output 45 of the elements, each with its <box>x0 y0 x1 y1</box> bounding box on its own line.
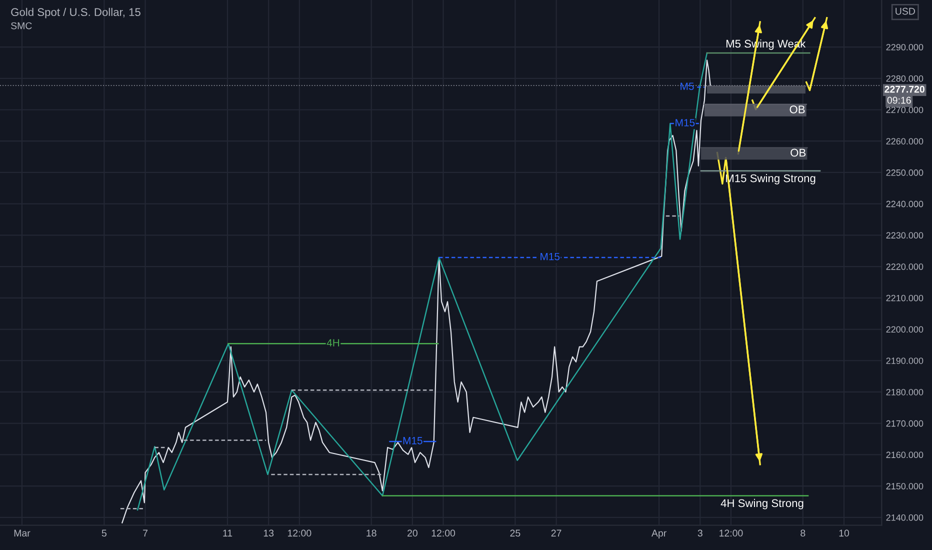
y-tick-label: 2290.000 <box>886 44 924 50</box>
y-tick-label: 2220.000 <box>886 264 924 270</box>
x-tick-label: 12:00 <box>288 530 312 537</box>
series-label: M5 <box>680 82 694 90</box>
y-tick-label: 2140.000 <box>886 514 924 521</box>
series-label: 4H <box>326 339 340 346</box>
text: 09:16 <box>887 96 911 104</box>
x-tick-label: 20 <box>408 530 418 537</box>
y-tick-label: 2210.000 <box>886 294 924 302</box>
series-label: M15 <box>676 119 695 126</box>
x-tick-label: 25 <box>510 530 520 537</box>
y-tick-label: 2160.000 <box>886 452 924 458</box>
y-tick-label: 2170.000 <box>886 420 924 427</box>
y-tick-label: 2260.000 <box>886 138 924 144</box>
series-label: M15 <box>403 437 422 444</box>
y-tick-label: 2270.000 <box>886 106 924 114</box>
y-tick-label: 2250.000 <box>886 169 924 176</box>
x-tick-label: 11 <box>223 530 232 536</box>
x-tick-label: 18 <box>366 530 376 537</box>
y-tick-label: 2200.000 <box>886 326 924 333</box>
x-tick-label: 12:00 <box>432 530 456 537</box>
x-tick-label: Apr <box>651 530 666 538</box>
y-tick-label: 2150.000 <box>886 483 924 490</box>
x-tick-label: 13 <box>264 530 274 537</box>
x-tick-label: 7 <box>143 530 148 536</box>
x-tick-label: 8 <box>800 530 806 537</box>
series-label: OB <box>790 105 805 114</box>
text: USD <box>896 8 915 15</box>
y-tick-label: 2190.000 <box>886 358 924 364</box>
y-tick-label: 2240.000 <box>886 200 924 208</box>
ref-line-label: 2277.720 <box>884 86 924 93</box>
y-tick-label: 2280.000 <box>886 75 924 82</box>
annotation: SMC <box>11 22 32 30</box>
x-tick-label: Mar <box>14 530 30 537</box>
y-tick-label: 2230.000 <box>886 232 924 239</box>
text: Gold Spot / U.S. Dollar, 15 <box>11 8 140 18</box>
x-tick-label: 12:00 <box>720 530 743 537</box>
x-tick-label: 5 <box>102 530 106 537</box>
series-label: OB <box>790 148 806 157</box>
x-tick-label: 27 <box>551 530 562 536</box>
series-label: 4H Swing Strong <box>720 498 804 510</box>
x-tick-label: 3 <box>698 530 702 537</box>
y-tick-label: 2180.000 <box>886 388 924 396</box>
series-label: M15 <box>540 252 560 260</box>
x-tick-label: 10 <box>839 530 850 537</box>
